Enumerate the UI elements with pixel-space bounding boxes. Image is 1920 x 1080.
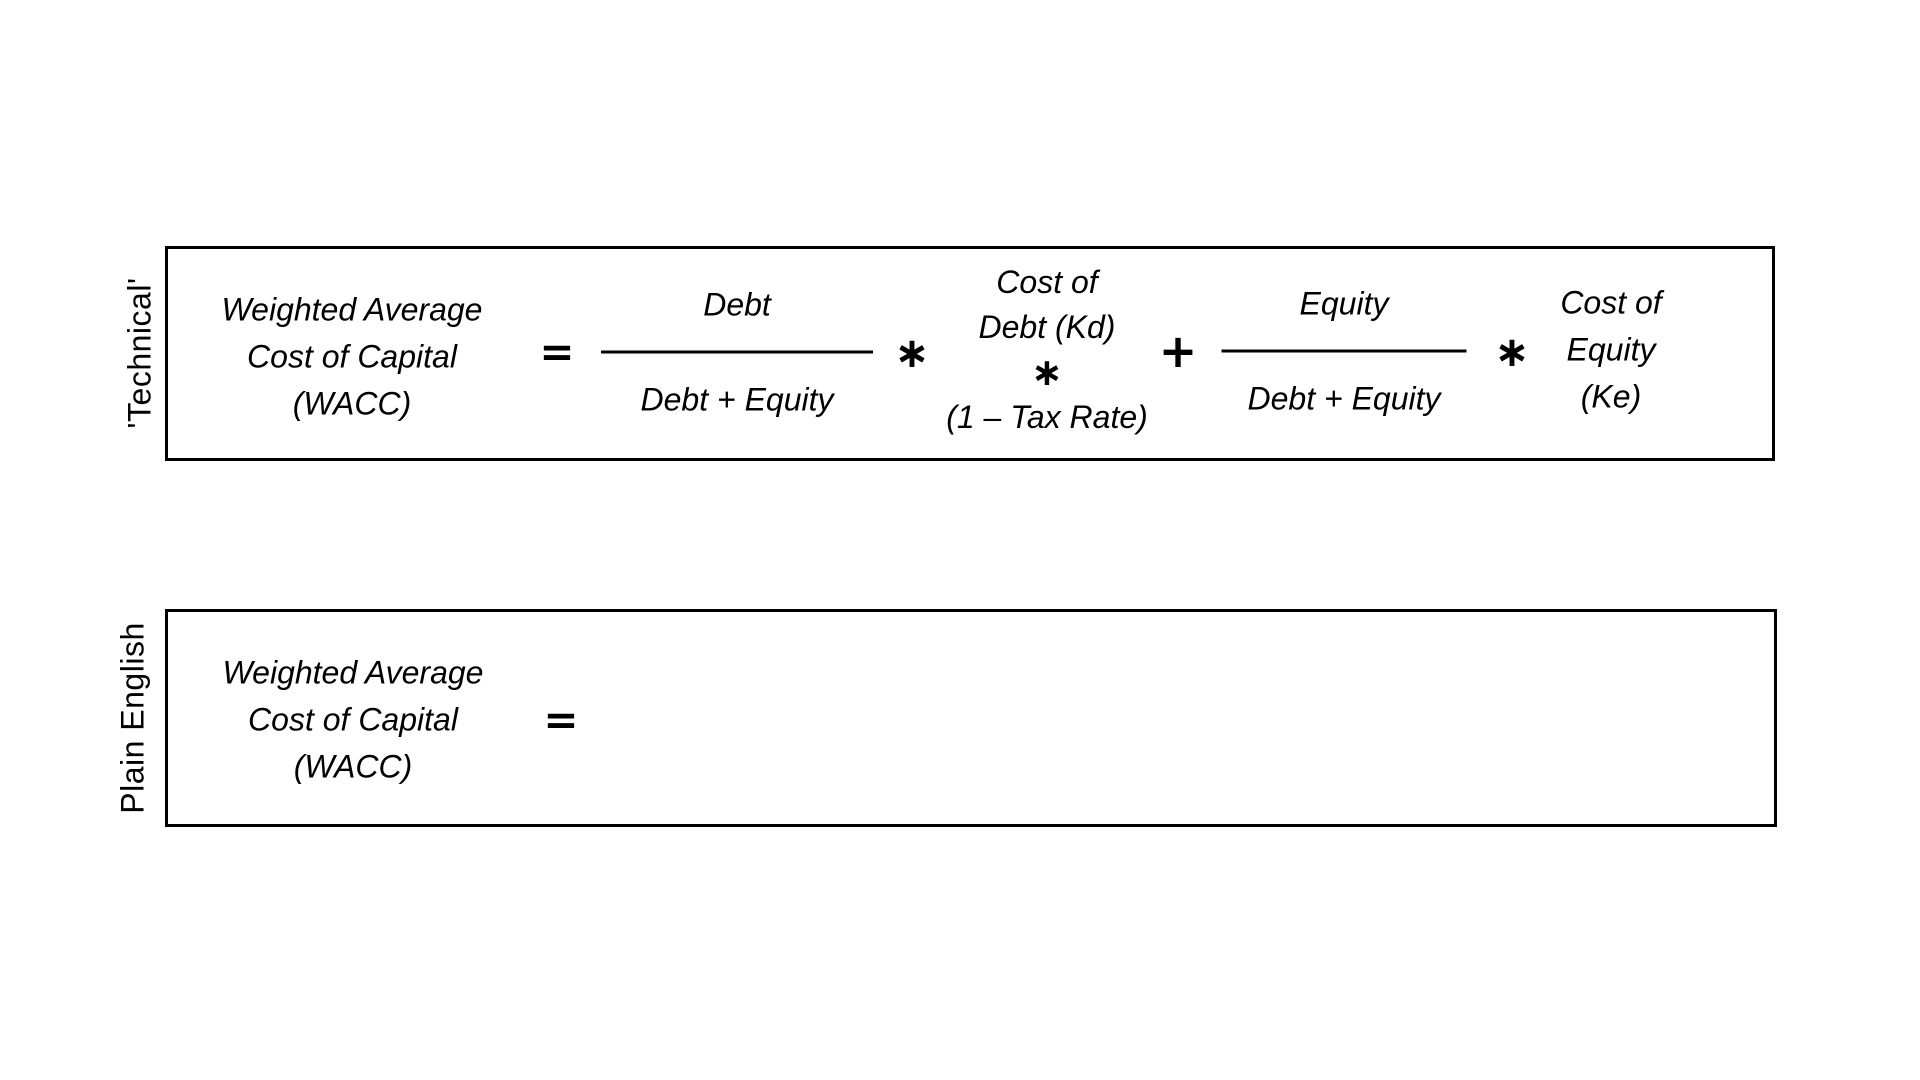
multiply-operator-2: ∗ xyxy=(1494,327,1530,376)
wacc-line-1: Weighted Average xyxy=(221,291,483,328)
plus-operator: + xyxy=(1158,324,1198,378)
wacc-line-3: (WACC) xyxy=(292,385,412,422)
wacc-line-2: Cost of Capital xyxy=(248,701,458,738)
cost-of-equity-term: Cost of Equity (Ke) xyxy=(1560,280,1661,421)
plain-english-side-label: Plain English xyxy=(114,622,151,814)
cost-of-debt-line-2: Debt (Kd) xyxy=(978,309,1116,345)
technical-side-label: 'Technical' xyxy=(121,277,158,429)
wacc-term-technical: Weighted Average Cost of Capital (WACC) xyxy=(222,287,483,428)
wacc-line-3: (WACC) xyxy=(293,748,413,785)
debt-weight-fraction: Debt Debt + Equity xyxy=(601,287,873,418)
fraction-denominator: Debt + Equity xyxy=(640,381,834,418)
cost-of-debt-term: Cost of Debt (Kd) ∗ (1 – Tax Rate) xyxy=(946,260,1148,440)
fraction-denominator: Debt + Equity xyxy=(1247,380,1441,417)
multiply-operator-tax: ∗ xyxy=(1031,350,1063,394)
cost-of-debt-line-1: Cost of xyxy=(996,264,1098,300)
fraction-bar xyxy=(1221,349,1467,353)
wacc-line-1: Weighted Average xyxy=(222,654,484,691)
tax-shield-line: (1 – Tax Rate) xyxy=(946,399,1148,435)
wacc-term-plain-english: Weighted Average Cost of Capital (WACC) xyxy=(223,650,484,791)
equals-sign-plain-english: = xyxy=(543,695,579,744)
fraction-bar xyxy=(601,350,873,354)
cost-of-equity-line-3: (Ke) xyxy=(1580,378,1642,415)
multiply-operator-1: ∗ xyxy=(894,328,930,377)
fraction-numerator: Debt xyxy=(703,286,771,323)
wacc-line-2: Cost of Capital xyxy=(247,338,457,375)
fraction-numerator: Equity xyxy=(1299,285,1389,322)
technical-formula-box xyxy=(165,246,1775,461)
cost-of-equity-line-2: Equity xyxy=(1566,331,1656,368)
cost-of-equity-line-1: Cost of xyxy=(1560,284,1662,321)
plain-english-formula-box xyxy=(165,609,1777,827)
equals-sign-technical: = xyxy=(539,327,575,376)
equity-weight-fraction: Equity Debt + Equity xyxy=(1221,285,1467,417)
